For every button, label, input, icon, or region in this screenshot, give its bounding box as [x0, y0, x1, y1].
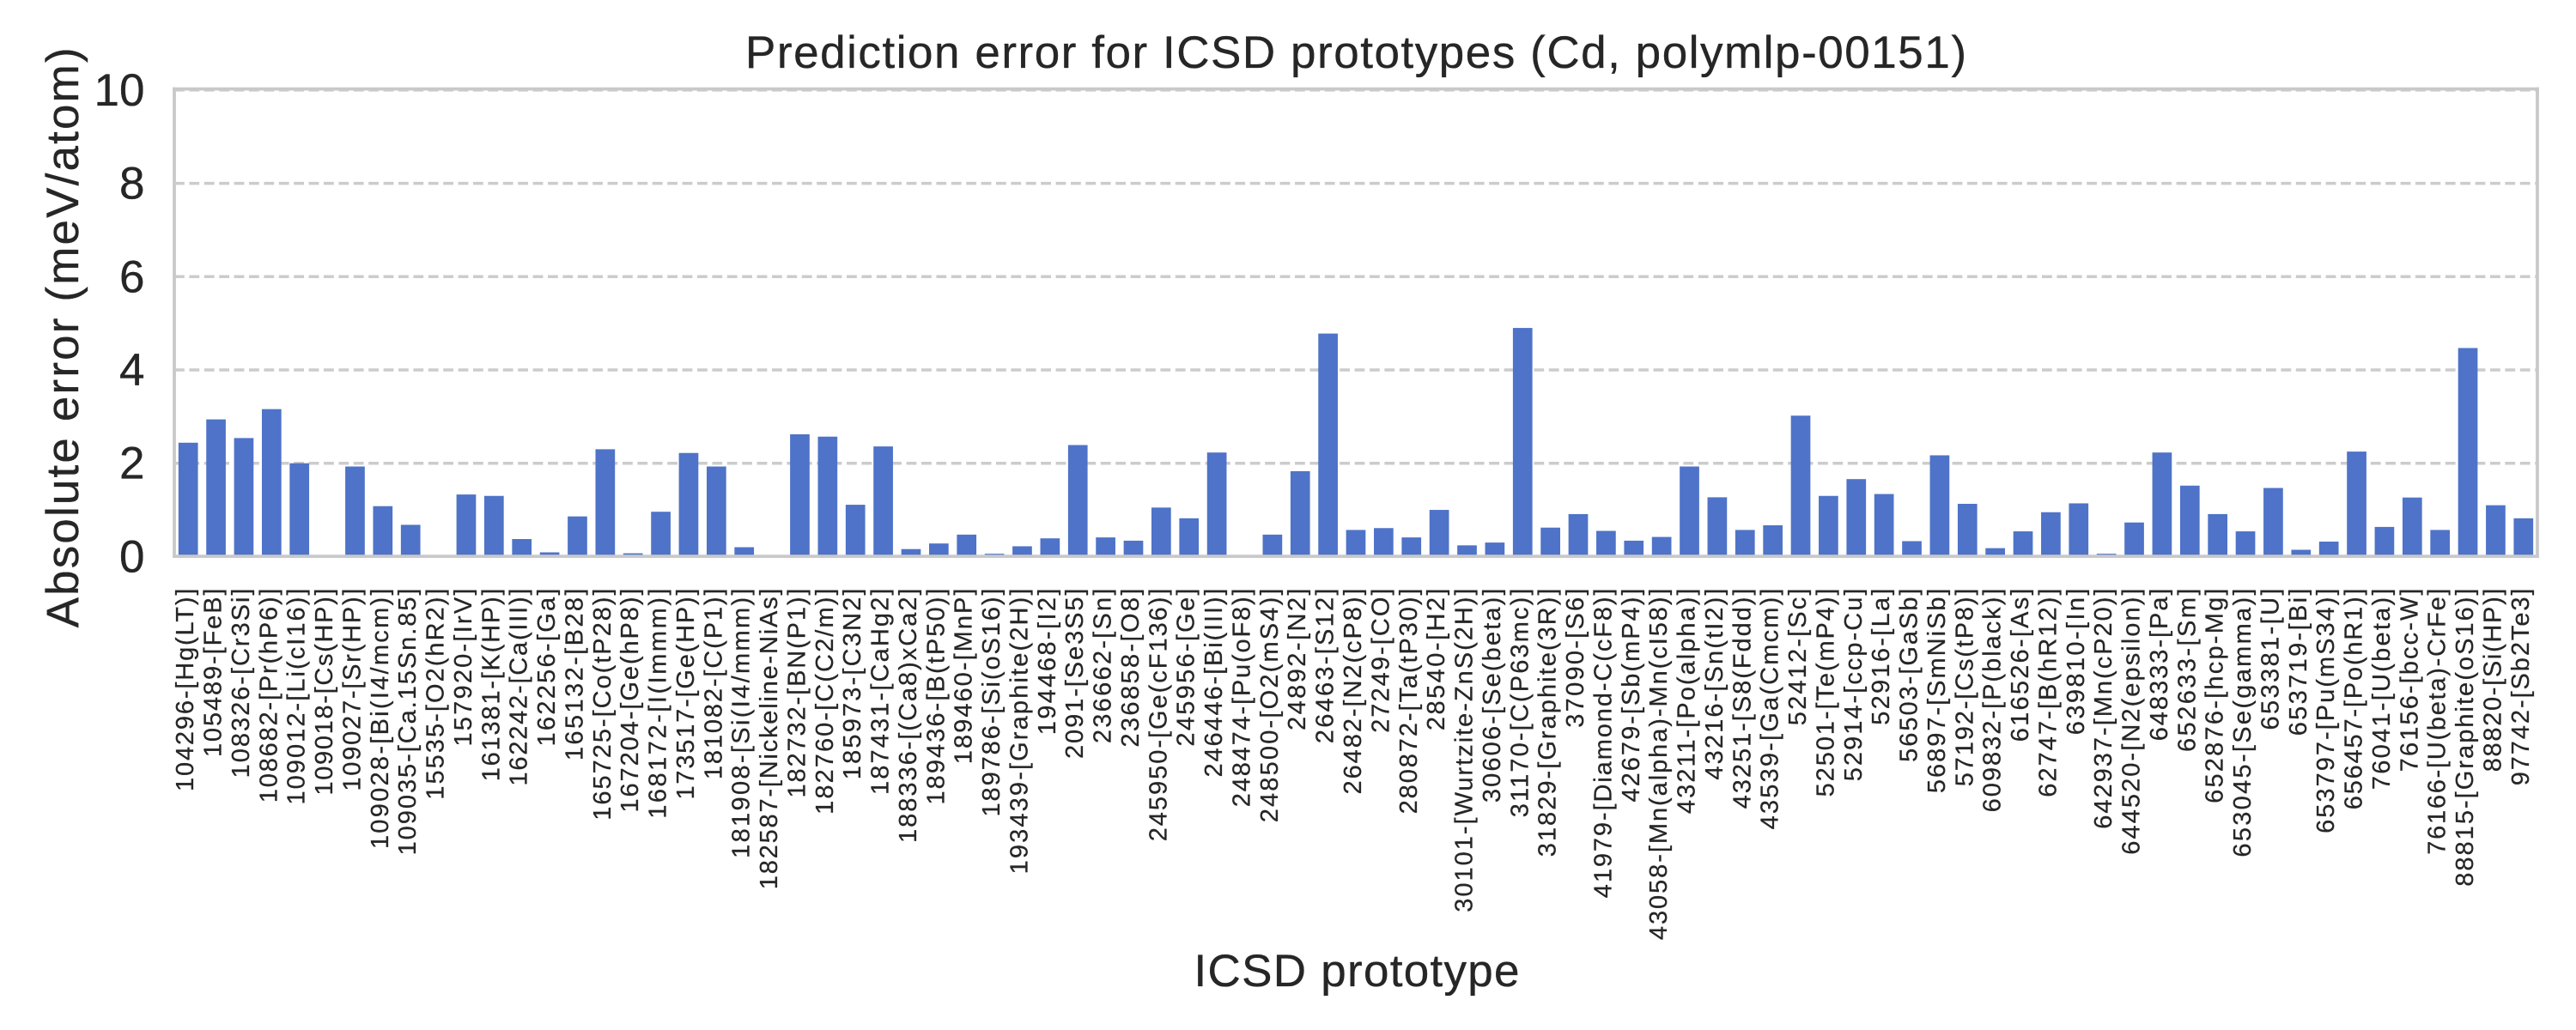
svg-text:109012-[Li(cI16)]: 109012-[Li(cI16)] [283, 589, 311, 805]
svg-text:168172-[I(Immm)]: 168172-[I(Immm)] [645, 589, 672, 819]
svg-text:653797-[Pu(mS34)]: 653797-[Pu(mS34)] [2312, 589, 2340, 833]
svg-text:88820-[Si(HP)]: 88820-[Si(HP)] [2479, 589, 2506, 772]
svg-text:653045-[Se(gamma)]: 653045-[Se(gamma)] [2229, 589, 2257, 857]
svg-text:4: 4 [119, 345, 144, 396]
svg-text:181908-[Si(I4/mmm)]: 181908-[Si(I4/mmm)] [728, 589, 756, 858]
svg-text:280872-[Ta(tP30)]: 280872-[Ta(tP30)] [1395, 589, 1423, 815]
svg-text:162256-[Ga]: 162256-[Ga] [533, 589, 561, 747]
svg-text:26482-[N2(cP8)]: 26482-[N2(cP8)] [1340, 589, 1367, 795]
svg-text:6: 6 [119, 251, 144, 302]
svg-text:27249-[CO]: 27249-[CO] [1367, 589, 1394, 733]
svg-text:609832-[P(black)]: 609832-[P(black)] [1979, 589, 2007, 813]
svg-text:189786-[Si(oS16)]: 189786-[Si(oS16)] [978, 589, 1005, 817]
svg-text:173517-[Ge(HP)]: 173517-[Ge(HP)] [672, 589, 700, 800]
svg-text:108326-[Cr3Si]: 108326-[Cr3Si] [228, 589, 255, 779]
svg-text:76041-[U(beta)]: 76041-[U(beta)] [2368, 589, 2396, 791]
svg-text:ICSD prototype: ICSD prototype [1194, 946, 1520, 997]
svg-text:165725-[Co(tP28)]: 165725-[Co(tP28)] [589, 589, 617, 821]
svg-text:185973-[C3N2]: 185973-[C3N2] [839, 589, 866, 780]
svg-text:62747-[B(hR12)]: 62747-[B(hR12)] [2034, 589, 2062, 797]
svg-text:656457-[Po(hR1)]: 656457-[Po(hR1)] [2341, 589, 2368, 810]
svg-text:194468-[I2]: 194468-[I2] [1034, 589, 1061, 736]
svg-text:642937-[Mn(cP20)]: 642937-[Mn(cP20)] [2090, 589, 2117, 829]
svg-text:0: 0 [119, 531, 144, 582]
svg-text:10: 10 [94, 65, 145, 116]
svg-text:182587-[Nickeline-NiAs]: 182587-[Nickeline-NiAs] [756, 589, 783, 890]
svg-text:43251-[S8(Fddd)]: 43251-[S8(Fddd)] [1728, 589, 1756, 809]
svg-text:182732-[BN(P1)]: 182732-[BN(P1)] [784, 589, 811, 798]
svg-text:109028-[Bi(I4/mcm)]: 109028-[Bi(I4/mcm)] [367, 589, 394, 850]
svg-text:31829-[Graphite(3R)]: 31829-[Graphite(3R)] [1534, 589, 1562, 857]
svg-text:88815-[Graphite(oS16)]: 88815-[Graphite(oS16)] [2451, 589, 2479, 887]
svg-text:Prediction error for ICSD prot: Prediction error for ICSD prototypes (Cd… [745, 27, 1966, 78]
svg-text:76156-[bcc-W]: 76156-[bcc-W] [2396, 589, 2423, 772]
svg-text:76166-[U(beta)-CrFe]: 76166-[U(beta)-CrFe] [2424, 589, 2451, 855]
svg-text:42679-[Sb(mP4)]: 42679-[Sb(mP4)] [1618, 589, 1645, 803]
svg-text:246446-[Bi(III)]: 246446-[Bi(III)] [1200, 589, 1228, 778]
svg-text:105489-[FeB]: 105489-[FeB] [200, 589, 228, 758]
svg-text:165132-[B28]: 165132-[B28] [562, 589, 589, 761]
svg-text:616526-[As]: 616526-[As] [2007, 589, 2034, 742]
svg-text:181082-[C(P1)]: 181082-[C(P1)] [700, 589, 727, 780]
svg-text:2: 2 [119, 439, 144, 489]
svg-text:157920-[IrV]: 157920-[IrV] [450, 589, 477, 747]
svg-text:109018-[Cs(HP)]: 109018-[Cs(HP)] [311, 589, 338, 796]
svg-text:162242-[Ca(III)]: 162242-[Ca(III)] [506, 589, 533, 786]
svg-text:41979-[Diamond-C(cF8)]: 41979-[Diamond-C(cF8)] [1589, 589, 1617, 899]
svg-text:189436-[B(tP50)]: 189436-[B(tP50)] [922, 589, 950, 805]
svg-text:8: 8 [119, 159, 144, 209]
svg-text:653719-[Bi]: 653719-[Bi] [2285, 589, 2312, 736]
svg-text:109027-[Sr(HP)]: 109027-[Sr(HP)] [338, 589, 366, 791]
svg-text:245950-[Ge(cF136)]: 245950-[Ge(cF136)] [1145, 589, 1172, 842]
svg-text:52914-[ccp-Cu]: 52914-[ccp-Cu] [1840, 589, 1868, 782]
svg-text:37090-[S6]: 37090-[S6] [1562, 589, 1589, 728]
svg-text:188336-[(Ca8)xCa2]: 188336-[(Ca8)xCa2] [895, 589, 922, 844]
svg-text:182760-[C(C2/m)]: 182760-[C(C2/m)] [811, 589, 839, 815]
svg-text:245956-[Ge]: 245956-[Ge] [1173, 589, 1200, 747]
svg-text:56897-[SmNiSb]: 56897-[SmNiSb] [1923, 589, 1951, 794]
svg-text:43058-[Mn(alpha)-Mn(cI58)]: 43058-[Mn(alpha)-Mn(cI58)] [1645, 589, 1673, 941]
svg-text:43211-[Po(alpha)]: 43211-[Po(alpha)] [1674, 589, 1701, 815]
svg-text:653381-[U]: 653381-[U] [2257, 589, 2284, 730]
svg-text:161381-[K(HP)]: 161381-[K(HP)] [477, 589, 505, 782]
svg-text:52916-[La]: 52916-[La] [1868, 589, 1895, 725]
svg-text:248500-[O2(mS4)]: 248500-[O2(mS4)] [1256, 589, 1284, 823]
svg-text:639810-[In]: 639810-[In] [2063, 589, 2090, 736]
svg-text:652633-[Sm]: 652633-[Sm] [2173, 589, 2201, 753]
svg-text:52412-[Sc]: 52412-[Sc] [1784, 589, 1812, 726]
svg-text:97742-[Sb2Te3]: 97742-[Sb2Te3] [2507, 589, 2535, 786]
svg-text:109035-[Ca.15Sn.85]: 109035-[Ca.15Sn.85] [394, 589, 422, 856]
svg-text:2091-[Se3S5]: 2091-[Se3S5] [1061, 589, 1089, 760]
svg-text:43539-[Ga(Cmcm)]: 43539-[Ga(Cmcm)] [1757, 589, 1784, 830]
svg-text:652876-[hcp-Mg]: 652876-[hcp-Mg] [2202, 589, 2229, 803]
svg-text:31170-[C(P63mc)]: 31170-[C(P63mc)] [1506, 589, 1534, 818]
svg-text:Absolute error (meV/atom): Absolute error (meV/atom) [38, 47, 88, 627]
svg-text:57192-[Cs(tP8)]: 57192-[Cs(tP8)] [1951, 589, 1978, 787]
svg-text:30101-[Wurtzite-ZnS(2H)]: 30101-[Wurtzite-ZnS(2H)] [1451, 589, 1479, 912]
svg-text:644520-[N2(epsilon)]: 644520-[N2(epsilon)] [2118, 589, 2146, 855]
svg-text:108682-[Pr(hP6)]: 108682-[Pr(hP6)] [255, 589, 283, 803]
svg-text:52501-[Te(mP4)]: 52501-[Te(mP4)] [1812, 589, 1839, 797]
svg-text:189460-[MnP]: 189460-[MnP] [951, 589, 978, 765]
svg-text:28540-[H2]: 28540-[H2] [1423, 589, 1450, 731]
svg-text:167204-[Ge(hP8)]: 167204-[Ge(hP8)] [617, 589, 644, 813]
svg-text:236858-[O8]: 236858-[O8] [1117, 589, 1145, 748]
svg-text:30606-[Se(beta)]: 30606-[Se(beta)] [1479, 589, 1506, 803]
svg-text:24892-[N2]: 24892-[N2] [1284, 589, 1311, 731]
svg-text:15535-[O2(hR2)]: 15535-[O2(hR2)] [422, 589, 450, 800]
